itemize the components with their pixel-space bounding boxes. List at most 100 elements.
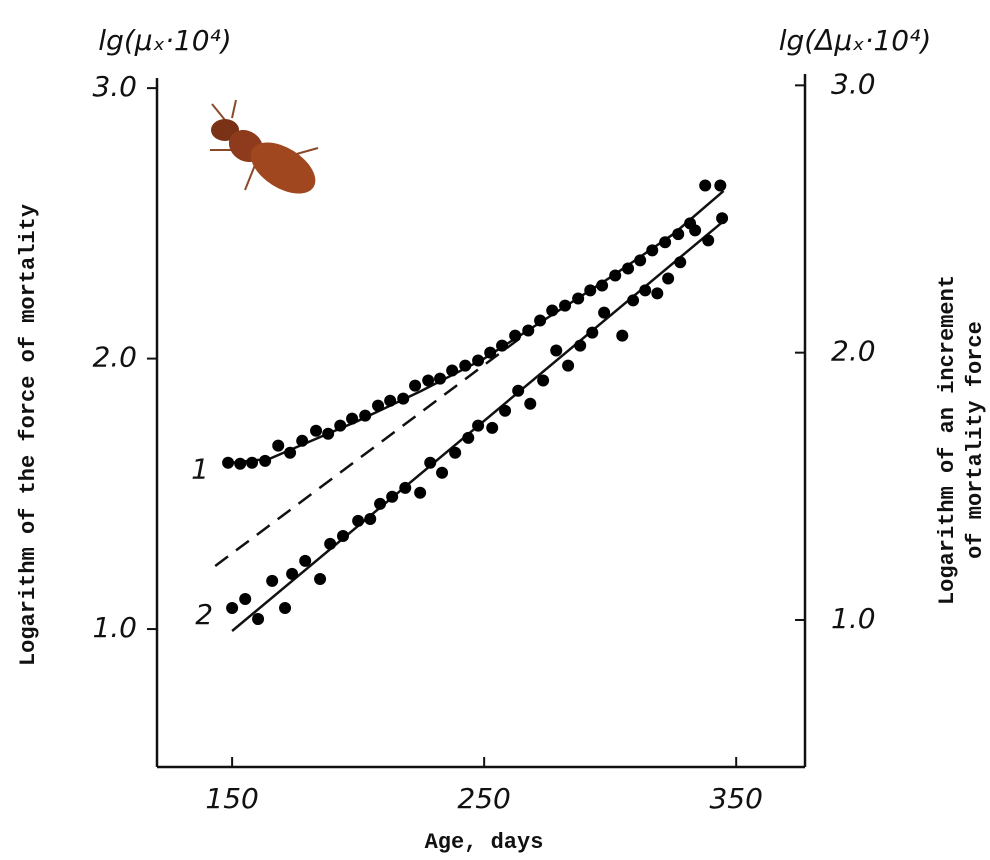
data-point xyxy=(702,234,715,247)
data-point xyxy=(537,374,550,387)
data-point xyxy=(627,294,640,307)
data-point xyxy=(509,329,522,342)
data-point xyxy=(609,269,622,282)
data-point xyxy=(584,284,597,297)
y-unit-label: lg(μₓ·10⁴) xyxy=(98,24,231,57)
data-point xyxy=(272,439,285,452)
y2-unit-label: lg(Δμₓ·10⁴) xyxy=(779,24,932,57)
data-point xyxy=(259,454,272,467)
y-tick-label: 2.0 xyxy=(92,341,137,374)
data-point xyxy=(434,372,447,385)
data-point xyxy=(524,397,537,410)
data-point xyxy=(616,329,629,342)
data-point xyxy=(334,419,347,432)
data-point xyxy=(246,456,259,469)
data-point xyxy=(286,567,299,580)
y2-axis-label: Logarithm of an increment xyxy=(935,275,960,605)
data-point xyxy=(459,359,472,372)
data-point xyxy=(234,457,247,470)
data-point xyxy=(399,481,412,494)
data-point xyxy=(546,304,559,317)
data-point xyxy=(651,287,664,300)
data-point xyxy=(310,424,323,437)
data-point xyxy=(484,346,497,359)
data-point xyxy=(284,446,297,459)
data-point xyxy=(572,292,585,305)
data-point xyxy=(424,456,437,469)
data-point xyxy=(364,512,377,525)
data-point xyxy=(296,434,309,447)
data-point xyxy=(372,399,385,412)
data-point xyxy=(414,486,427,499)
data-point xyxy=(486,421,499,434)
y2-tick-label: 2.0 xyxy=(831,335,876,368)
data-point xyxy=(512,384,525,397)
x-tick-label: 350 xyxy=(709,782,762,815)
series-label: 1 xyxy=(191,453,209,486)
y2-tick-label: 3.0 xyxy=(831,67,876,100)
data-point xyxy=(534,314,547,327)
y2-axis-label: of mortality force xyxy=(963,321,988,559)
data-point xyxy=(409,379,422,392)
data-point xyxy=(337,530,350,543)
data-point xyxy=(436,466,449,479)
y2-tick-label: 1.0 xyxy=(831,602,876,635)
data-point xyxy=(222,456,235,469)
x-axis-label: Age, days xyxy=(425,830,544,855)
data-point xyxy=(266,574,279,587)
x-tick-label: 150 xyxy=(205,782,258,815)
data-point xyxy=(462,431,475,444)
data-point xyxy=(384,394,397,407)
data-point xyxy=(499,404,512,417)
data-point xyxy=(239,593,252,606)
data-point xyxy=(662,272,675,285)
data-point xyxy=(446,364,459,377)
data-point xyxy=(397,392,410,405)
data-point xyxy=(574,339,587,352)
data-point xyxy=(689,224,702,237)
data-point xyxy=(374,497,387,510)
data-point xyxy=(646,244,659,257)
data-point xyxy=(386,490,399,503)
y-axis-label: Logarithm of the force of mortality xyxy=(16,204,41,666)
data-point xyxy=(422,374,435,387)
data-point xyxy=(596,279,609,292)
data-point xyxy=(562,359,575,372)
data-point xyxy=(622,262,635,275)
data-point xyxy=(449,446,462,459)
data-point xyxy=(252,613,265,626)
data-point xyxy=(314,573,327,586)
data-point xyxy=(496,339,509,352)
data-point xyxy=(324,537,337,550)
series-label: 2 xyxy=(195,598,213,631)
data-point xyxy=(226,601,239,614)
data-point xyxy=(672,228,685,241)
beetle-icon xyxy=(210,99,319,194)
y-tick-label: 1.0 xyxy=(92,611,137,644)
data-point xyxy=(472,419,485,432)
data-point xyxy=(716,212,729,225)
data-point xyxy=(279,601,292,614)
data-point xyxy=(639,284,652,297)
data-point xyxy=(352,514,365,527)
data-point xyxy=(550,344,563,357)
data-point xyxy=(699,179,712,192)
data-point xyxy=(659,236,672,249)
data-point xyxy=(598,306,611,319)
data-point xyxy=(559,299,572,312)
y-tick-label: 3.0 xyxy=(92,70,137,103)
data-point xyxy=(322,427,335,440)
x-tick-label: 250 xyxy=(457,782,510,815)
data-point xyxy=(714,179,727,192)
data-point xyxy=(472,354,485,367)
data-point xyxy=(522,324,535,337)
fit-line xyxy=(214,329,532,568)
data-point xyxy=(299,554,312,567)
data-point xyxy=(359,409,372,422)
data-point xyxy=(634,254,647,267)
data-point xyxy=(674,256,687,269)
data-point xyxy=(586,326,599,339)
data-point xyxy=(346,412,359,425)
